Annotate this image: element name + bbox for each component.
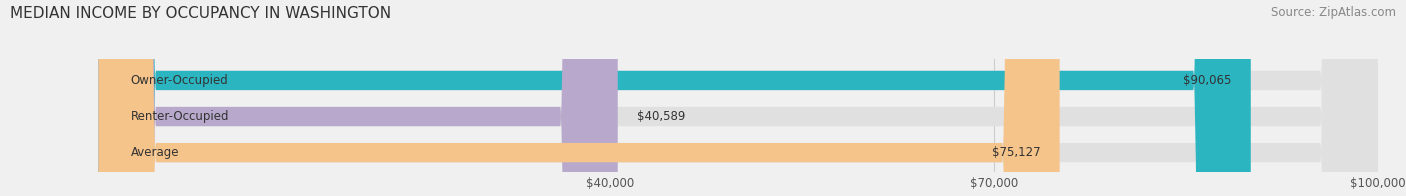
Text: Average: Average [131, 146, 179, 159]
FancyBboxPatch shape [98, 0, 1378, 196]
Text: MEDIAN INCOME BY OCCUPANCY IN WASHINGTON: MEDIAN INCOME BY OCCUPANCY IN WASHINGTON [10, 6, 391, 21]
Text: Renter-Occupied: Renter-Occupied [131, 110, 229, 123]
FancyBboxPatch shape [98, 0, 1251, 196]
FancyBboxPatch shape [98, 0, 1378, 196]
FancyBboxPatch shape [98, 0, 1378, 196]
Text: $90,065: $90,065 [1184, 74, 1232, 87]
Text: $40,589: $40,589 [637, 110, 685, 123]
FancyBboxPatch shape [98, 0, 1060, 196]
Text: Owner-Occupied: Owner-Occupied [131, 74, 228, 87]
Text: Source: ZipAtlas.com: Source: ZipAtlas.com [1271, 6, 1396, 19]
Text: $75,127: $75,127 [991, 146, 1040, 159]
FancyBboxPatch shape [98, 0, 617, 196]
